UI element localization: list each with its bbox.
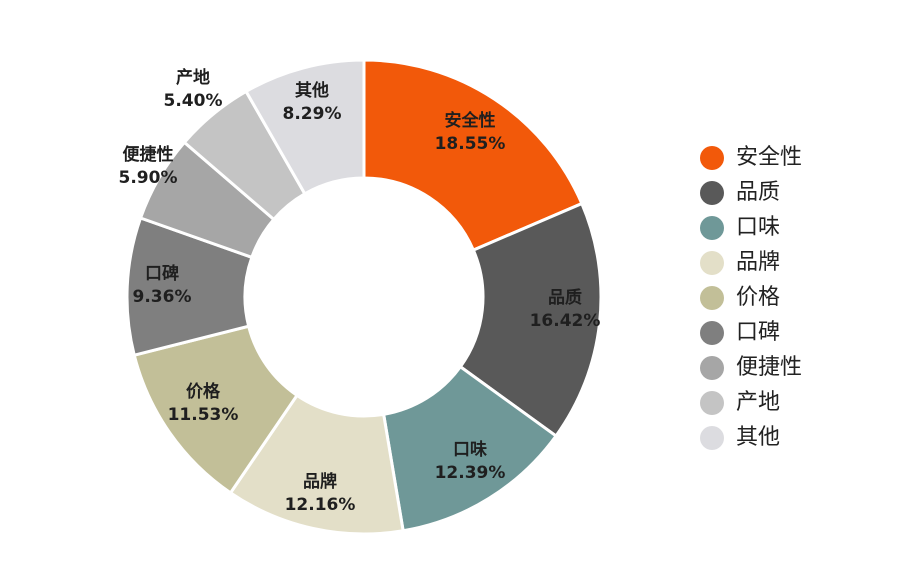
slice-value-4: 12.16% (285, 495, 356, 515)
slice-label-3: 口味 (453, 439, 487, 460)
legend-label-1: 安全性 (736, 144, 803, 170)
slice-value-8: 5.40% (164, 91, 223, 111)
slices-layer (125, 58, 603, 536)
slice-label-7: 便捷性 (123, 144, 174, 165)
slice-value-3: 12.39% (435, 463, 506, 483)
legend-label-3: 口味 (736, 214, 781, 240)
slice-value-5: 11.53% (168, 405, 239, 425)
slice-label-1: 安全性 (445, 110, 496, 131)
legend-swatch-8 (700, 390, 724, 415)
legend-item-3: 口味 (700, 210, 802, 245)
slice-value-2: 16.42% (530, 311, 601, 331)
legend-swatch-5 (700, 285, 724, 310)
slice-label-5: 价格 (186, 381, 221, 402)
legend-label-2: 品质 (736, 179, 781, 205)
donut-slice-1 (362, 58, 584, 253)
legend-item-7: 便捷性 (700, 350, 802, 385)
donut-slice-9 (244, 58, 366, 196)
slice-value-9: 8.29% (283, 104, 342, 124)
legend-label-9: 其他 (736, 424, 781, 450)
legend-swatch-9 (700, 425, 724, 450)
slice-label-8: 产地 (176, 67, 210, 88)
legend-label-5: 价格 (736, 284, 781, 310)
slice-value-6: 9.36% (133, 287, 192, 307)
legend-label-6: 口碑 (736, 319, 781, 345)
slice-label-4: 品牌 (303, 471, 337, 492)
legend-swatch-3 (700, 215, 724, 240)
legend-item-5: 价格 (700, 280, 802, 315)
slice-label-6: 口碑 (145, 263, 179, 284)
donut-slice-2 (458, 201, 603, 439)
legend-item-6: 口碑 (700, 315, 802, 350)
legend-item-2: 品质 (700, 175, 802, 210)
labels-layer: 安全性 18.55% 品质 16.42% 口味 12.39% 品牌 12.16% 价格 11.53… (119, 67, 601, 515)
legend-item-9: 其他 (700, 420, 802, 455)
slice-label-2: 品质 (548, 288, 582, 308)
slice-value-1: 18.55% (435, 134, 506, 154)
legend-label-8: 产地 (736, 389, 781, 415)
legend-swatch-6 (700, 320, 724, 345)
slice-value-7: 5.90% (119, 168, 178, 188)
legend-item-1: 安全性 (700, 140, 802, 175)
slice-label-9: 其他 (295, 80, 329, 101)
legend-swatch-2 (700, 180, 724, 205)
legend-item-4: 品牌 (700, 245, 802, 280)
legend-swatch-4 (700, 250, 724, 275)
legend: 安全性品质口味品牌价格口碑便捷性产地其他 (700, 140, 802, 455)
legend-label-7: 便捷性 (736, 354, 803, 380)
legend-swatch-1 (700, 145, 724, 170)
legend-item-8: 产地 (700, 385, 802, 420)
legend-label-4: 品牌 (736, 249, 781, 275)
legend-swatch-7 (700, 355, 724, 380)
